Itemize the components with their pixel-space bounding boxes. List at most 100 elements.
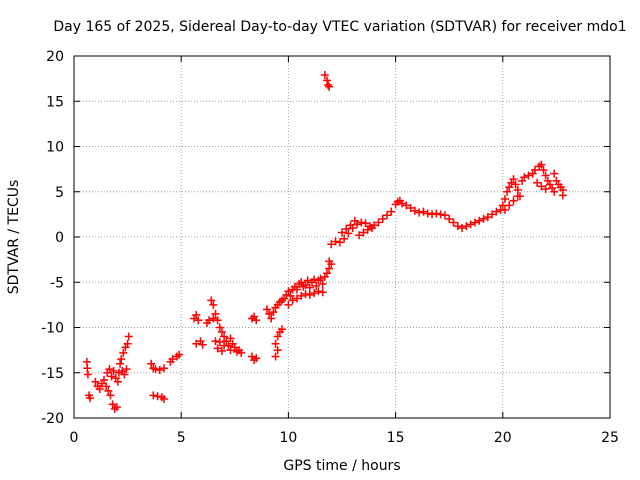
data-point [149,391,158,400]
data-point [213,316,222,325]
data-point [524,171,533,180]
data-point [217,347,226,356]
data-point [530,166,539,175]
data-point [211,309,220,318]
data-point [324,80,333,89]
data-point [305,290,314,299]
data-point [492,207,501,216]
data-point [458,223,467,232]
data-point [342,224,351,233]
data-point [357,218,366,227]
data-point [335,238,344,247]
data-point [222,337,231,346]
data-point [265,309,274,318]
data-point [402,201,411,210]
data-point [387,207,396,216]
data-point [297,291,306,300]
data-point [122,365,131,374]
y-tick-label: -15 [41,366,64,382]
plot-frame [73,55,611,419]
data-point [301,280,310,289]
data-point [432,209,441,218]
data-point [312,281,321,290]
data-point [505,183,514,192]
y-tick-label: 5 [55,185,64,201]
data-point [230,343,239,352]
data-point [320,71,329,80]
data-point [215,323,224,332]
data-point [175,350,184,359]
data-point [192,310,201,319]
y-tick-label: 20 [46,49,64,65]
x-tick-label: 25 [601,430,619,446]
data-point [286,291,295,300]
data-point [117,355,126,364]
data-point [269,308,278,317]
y-tick-label: 0 [55,230,64,246]
data-point [209,300,218,309]
data-point [123,339,132,348]
y-tick-label: -20 [41,411,64,427]
data-point [436,210,445,219]
data-point [340,234,349,243]
grid-lines [74,56,610,418]
data-point [541,185,550,194]
y-tick-label: 10 [46,140,64,156]
data-point [83,370,92,379]
data-point [292,294,301,303]
data-point [318,280,327,289]
data-point [109,366,118,375]
data-point [537,160,546,169]
data-point [155,366,164,375]
data-point [273,346,282,355]
data-point [284,300,293,309]
data-point [383,211,392,220]
data-point [215,337,224,346]
data-point [470,218,479,227]
data-point [252,316,261,325]
data-point [301,290,310,299]
data-point [318,288,327,297]
data-point [449,218,458,227]
data-point [153,392,162,401]
data-point [211,337,220,346]
data-point [303,276,312,285]
data-point [541,171,550,180]
data-point [325,82,334,91]
data-point [331,237,340,246]
data-point [277,325,286,334]
chart-title: Day 165 of 2025, Sidereal Day-to-day VTE… [53,19,626,35]
data-point [509,196,518,205]
data-point [105,365,114,374]
data-point [207,296,216,305]
data-point [453,222,462,231]
data-point [120,370,129,379]
data-point [505,201,514,210]
data-point [271,352,280,361]
data-point [119,348,128,357]
data-point [316,274,325,283]
data-point [520,173,529,182]
data-point [305,283,314,292]
data-point [537,182,546,191]
y-tick-label: -10 [41,321,64,337]
data-point [466,220,475,229]
data-point [558,191,567,200]
data-point [310,275,319,284]
data-point [100,375,109,384]
data-point [378,214,387,223]
data-point [344,229,353,238]
data-point [322,269,331,278]
data-point [359,228,368,237]
data-point [147,359,156,368]
data-point [423,209,432,218]
data-point [288,296,297,305]
data-point [111,374,120,383]
data-point [325,264,334,273]
data-point [271,339,280,348]
data-point [428,210,437,219]
data-point [398,199,407,208]
data-point [361,219,370,228]
data-point [513,192,522,201]
data-point [297,278,306,287]
